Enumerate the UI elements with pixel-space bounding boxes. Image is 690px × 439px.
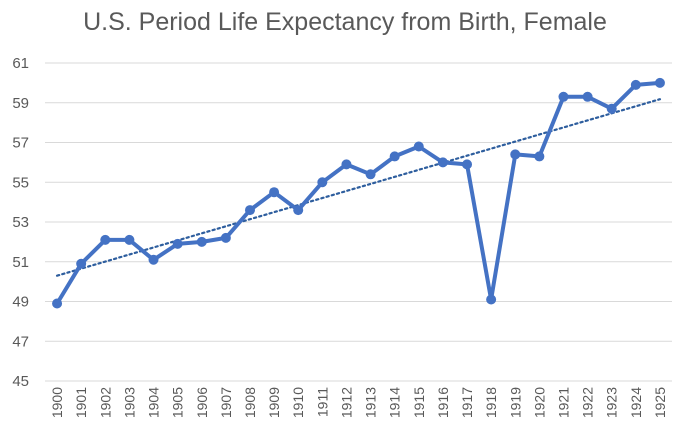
data-point	[389, 151, 400, 162]
y-tick-label: 47	[12, 333, 29, 350]
series-line	[55, 80, 662, 306]
x-tick-label: 1910	[290, 387, 306, 418]
y-tick-label: 45	[12, 373, 29, 390]
x-tick-label: 1925	[652, 387, 668, 418]
data-point	[413, 141, 424, 152]
x-tick-label: 1907	[218, 387, 234, 418]
data-point	[534, 151, 545, 162]
data-point	[76, 258, 87, 269]
x-tick-label: 1916	[435, 387, 451, 418]
y-tick-label: 61	[12, 55, 29, 72]
chart-title: U.S. Period Life Expectancy from Birth, …	[83, 8, 607, 36]
data-point	[606, 103, 617, 114]
data-point	[341, 159, 352, 170]
series-layer	[52, 77, 665, 309]
data-point	[244, 205, 255, 216]
data-point	[52, 298, 63, 309]
trendline-layer	[55, 98, 662, 277]
x-tick-label: 1919	[507, 387, 523, 418]
x-tick-label: 1921	[555, 387, 571, 418]
x-tick-label: 1911	[314, 387, 330, 417]
x-tick-label: 1913	[363, 387, 379, 418]
x-tick-label: 1905	[170, 387, 186, 418]
x-tick-label: 1906	[194, 387, 210, 418]
x-tick-label: 1915	[411, 387, 427, 418]
data-point	[462, 159, 473, 170]
y-tick-label: 51	[12, 254, 29, 271]
x-tick-label: 1909	[266, 387, 282, 418]
data-point	[437, 157, 448, 168]
gridlines	[45, 62, 672, 382]
data-point	[124, 234, 135, 245]
x-tick-label: 1903	[121, 387, 137, 418]
data-point	[220, 232, 231, 243]
y-tick-label: 59	[12, 95, 29, 112]
data-point	[269, 187, 280, 198]
data-point	[100, 234, 111, 245]
y-tick-label: 53	[12, 214, 29, 231]
y-tick-label: 55	[12, 174, 29, 191]
x-tick-label: 1902	[97, 387, 113, 418]
data-point	[486, 294, 497, 305]
x-tick-label: 1923	[604, 387, 620, 418]
linear-trendline	[55, 98, 662, 277]
x-tick-label: 1922	[580, 387, 596, 418]
data-point	[558, 91, 569, 102]
data-point	[510, 149, 521, 160]
x-tick-label: 1924	[628, 387, 644, 418]
x-axis-tick-labels: 1900 1901 1902 1903 1904 1905 1906 1907 1908 1909…	[49, 387, 668, 418]
y-tick-label: 57	[12, 135, 29, 152]
data-point	[630, 79, 641, 90]
data-point	[172, 238, 183, 249]
x-tick-label: 1918	[483, 387, 499, 418]
x-tick-label: 1904	[146, 387, 162, 418]
x-tick-label: 1901	[73, 387, 89, 418]
data-point	[148, 254, 159, 265]
y-axis-tick-labels: 45 47 49 51 53 55 57 59 61	[12, 55, 29, 390]
data-point	[654, 77, 665, 88]
x-tick-label: 1912	[338, 387, 354, 418]
data-point	[582, 91, 593, 102]
data-point	[196, 236, 207, 247]
y-tick-label: 49	[12, 294, 29, 311]
x-tick-label: 1917	[459, 387, 475, 418]
data-point	[365, 169, 376, 180]
x-tick-label: 1920	[531, 387, 547, 418]
x-tick-label: 1914	[387, 387, 403, 418]
x-tick-label: 1908	[242, 387, 258, 418]
x-tick-label: 1900	[49, 387, 65, 418]
data-point	[317, 177, 328, 188]
data-point	[293, 205, 304, 216]
